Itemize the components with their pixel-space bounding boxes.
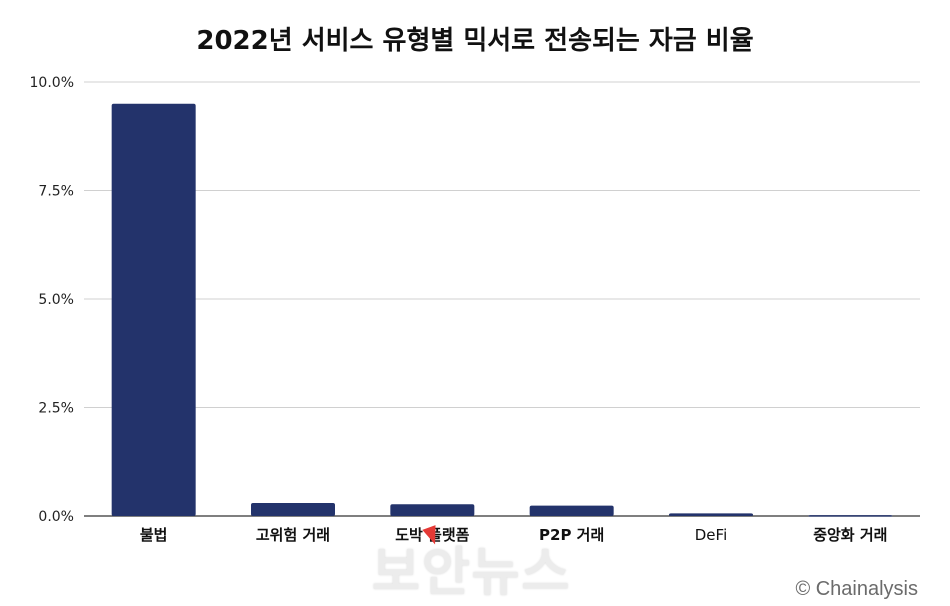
x-tick-label: P2P 거래 bbox=[539, 526, 604, 544]
bar bbox=[529, 505, 614, 516]
x-tick-label: 중앙화 거래 bbox=[813, 526, 887, 544]
x-tick-label: 고위험 거래 bbox=[256, 526, 330, 544]
watermark-text: 보안뉴스 bbox=[372, 543, 572, 603]
bar bbox=[390, 504, 475, 516]
x-tick-label: 불법 bbox=[140, 526, 168, 544]
y-tick-label: 7.5% bbox=[38, 184, 74, 200]
y-tick-label: 10.0% bbox=[30, 75, 74, 91]
bar bbox=[808, 515, 893, 517]
bar bbox=[111, 103, 196, 516]
y-tick-label: 5.0% bbox=[38, 292, 74, 308]
bar bbox=[669, 513, 753, 516]
x-tick-label: 도박 플랫폼 bbox=[395, 526, 469, 544]
x-tick-label: DeFi bbox=[695, 526, 727, 544]
y-tick-label: 2.5% bbox=[38, 401, 74, 417]
y-tick-label: 0.0% bbox=[38, 509, 74, 525]
bar bbox=[251, 502, 335, 516]
chart-title: 2022년 서비스 유형별 믹서로 전송되는 자금 비율 bbox=[196, 26, 754, 56]
source-credit: © Chainalysis bbox=[795, 578, 918, 600]
